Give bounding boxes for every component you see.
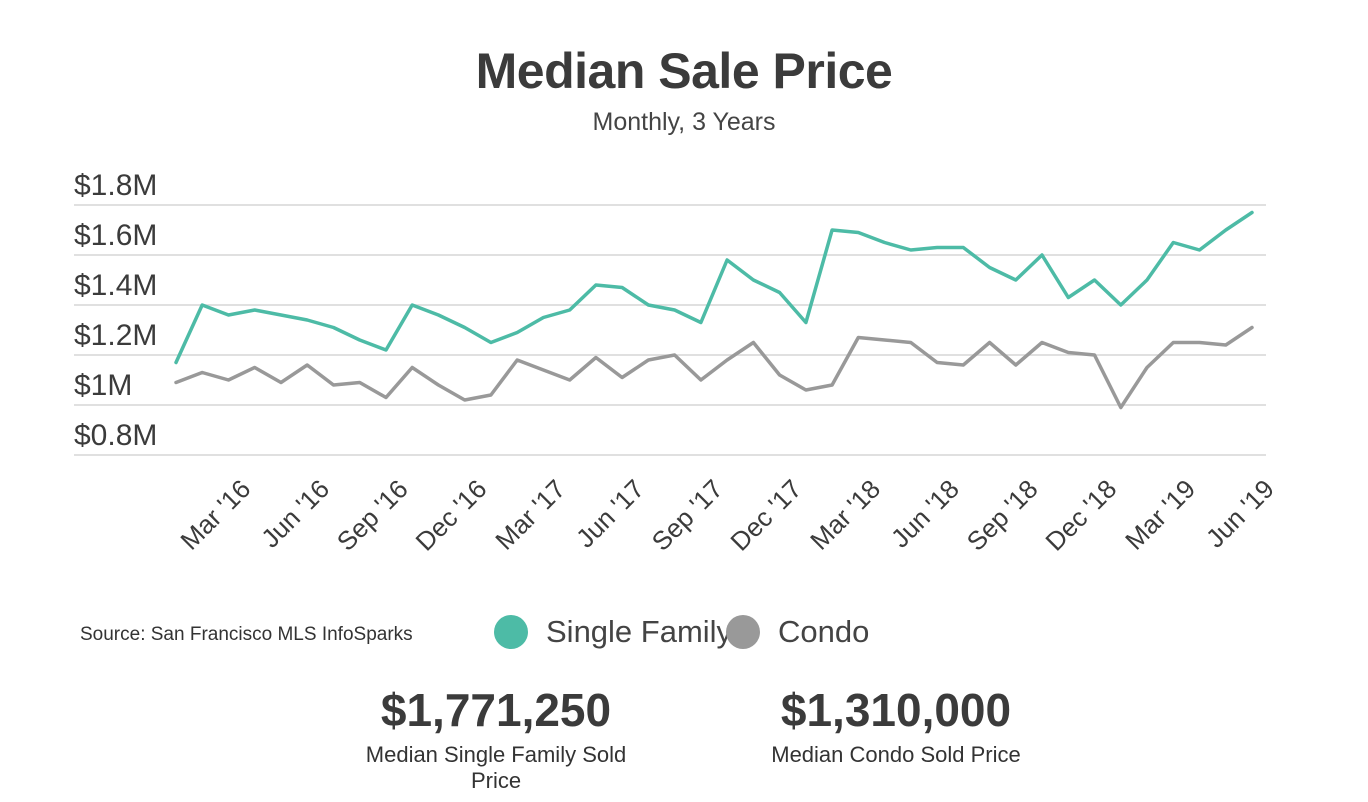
legend-single-family: Single Family	[494, 614, 732, 650]
x-tick-label: Jun '17	[570, 474, 650, 554]
gridlines	[74, 204, 1266, 456]
x-tick-label: Dec '16	[410, 474, 493, 557]
x-tick-label: Dec '18	[1039, 474, 1122, 557]
x-tick-label: Mar '19	[1119, 474, 1201, 556]
y-tick-label: $1.2M	[74, 319, 157, 352]
chart-subtitle: Monthly, 3 Years	[592, 108, 776, 136]
stat-condo: $1,310,000 Median Condo Sold Price	[746, 682, 1046, 768]
chart-title: Median Sale Price	[475, 43, 893, 99]
y-tick-label: $1.8M	[74, 169, 157, 202]
y-tick-label: $1.4M	[74, 269, 157, 302]
y-tick-label: $1M	[74, 369, 132, 402]
x-tick-label: Mar '17	[489, 474, 571, 556]
legend-label-condo: Condo	[778, 614, 870, 649]
stat-label-single-family: Median Single Family Sold Price	[365, 742, 627, 793]
x-tick-label: Sep '18	[961, 474, 1044, 557]
x-tick-label: Mar '16	[174, 474, 256, 556]
stat-value-condo: $1,310,000	[780, 684, 1012, 736]
stat-label-condo: Median Condo Sold Price	[771, 742, 1021, 767]
series-line-condo	[174, 325, 1254, 410]
stat-single-family: $1,771,250 Median Single Family Sold Pri…	[346, 682, 646, 794]
y-axis-ticks: $1.8M $1.6M $1.4M $1.2M $1M $0.8M	[74, 169, 157, 452]
line-chart: $1.8M$1.6M$1.4M$1.2M$1M$0.8M Mar '16Jun …	[74, 169, 1280, 557]
legend-label-single-family: Single Family	[546, 614, 733, 649]
legend-swatch-condo	[726, 615, 760, 649]
legend-condo: Condo	[726, 614, 869, 650]
x-tick-label: Sep '17	[646, 474, 729, 557]
y-tick-label: $0.8M	[74, 419, 157, 452]
y-tick-label: $1.6M	[74, 219, 157, 252]
x-tick-label: Mar '18	[804, 474, 886, 556]
stat-value-single-family: $1,771,250	[380, 684, 612, 736]
x-tick-label: Jun '18	[885, 474, 965, 554]
series-lines	[174, 210, 1254, 410]
x-tick-label: Jun '16	[255, 474, 335, 554]
legend-swatch-single-family	[494, 615, 528, 649]
source-note: Source: San Francisco MLS InfoSparks	[80, 624, 413, 645]
x-tick-label: Dec '17	[724, 474, 807, 557]
x-tick-label: Sep '16	[331, 474, 414, 557]
series-line-single-family	[174, 210, 1254, 365]
x-tick-label: Jun '19	[1200, 474, 1280, 554]
